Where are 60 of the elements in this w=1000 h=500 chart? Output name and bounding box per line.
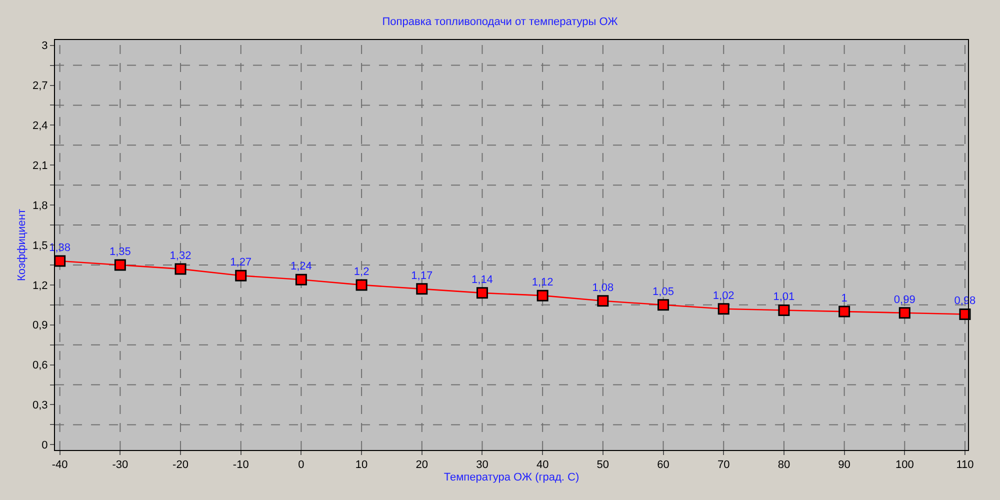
data-label: 1,35: [109, 246, 131, 258]
data-label: 0,99: [894, 294, 916, 306]
data-label: 1: [841, 292, 848, 305]
point: [114, 259, 126, 271]
y-tick-label: 0,3: [32, 400, 48, 412]
x-tick-label: 80: [778, 459, 790, 472]
data-label: 1,05: [652, 286, 674, 298]
y-tick-label: 3: [42, 40, 48, 52]
point: [778, 304, 790, 316]
data-label: 1,14: [472, 274, 493, 286]
point: [718, 303, 730, 315]
point: [658, 299, 670, 311]
x-tick-label: -30: [112, 459, 128, 472]
data-label: 1,12: [532, 276, 554, 289]
point: [235, 270, 247, 282]
x-tick-label: 110: [956, 459, 974, 472]
y-axis-title: Коэффициент: [16, 208, 28, 282]
data-label: 1,2: [354, 266, 370, 278]
x-tick-label: -20: [172, 459, 188, 472]
x-tick-label: 70: [717, 459, 730, 472]
data-label: 1,17: [411, 270, 433, 282]
x-tick-label: 0: [298, 459, 304, 472]
x-tick-label: 100: [895, 459, 914, 472]
y-tick-label: 2,4: [32, 120, 48, 132]
point: [295, 274, 307, 286]
y-tick-label: 1,5: [32, 240, 48, 252]
point: [536, 290, 548, 302]
y-tick-label: 0,6: [32, 360, 48, 372]
y-tick-label: 0,9: [32, 320, 48, 332]
data-label: 1,27: [230, 256, 252, 269]
point: [356, 279, 368, 291]
x-tick-label: -40: [52, 459, 68, 472]
y-tick-label: 0: [42, 440, 48, 452]
y-tick-label: 2,1: [32, 160, 48, 172]
x-axis-title: Температура ОЖ (град. С): [444, 471, 580, 484]
x-tick-label: 40: [536, 459, 549, 472]
x-tick-label: -10: [232, 459, 249, 472]
x-tick-label: 90: [838, 459, 850, 472]
y-tick-label: 1,8: [32, 200, 48, 212]
data-label: 1,24: [290, 260, 312, 273]
chart-title: Поправка топливоподачи от температуры ОЖ: [382, 16, 618, 28]
point: [416, 283, 428, 295]
point: [54, 255, 66, 267]
point: [838, 306, 850, 318]
point: [959, 308, 971, 320]
point: [597, 295, 609, 307]
x-tick-label: 20: [416, 459, 428, 472]
y-tick-label: 1,2: [32, 280, 48, 292]
x-tick-label: 10: [355, 459, 368, 472]
x-tick-label: 50: [596, 459, 610, 472]
data-label: 1,01: [773, 291, 795, 304]
data-label: 1,32: [170, 250, 192, 262]
point: [174, 263, 186, 275]
point: [476, 287, 488, 299]
x-tick-label: 30: [476, 459, 488, 472]
data-label: 1,08: [592, 282, 614, 294]
point: [898, 307, 910, 319]
x-tick-label: 60: [657, 459, 670, 472]
data-label: 1,02: [712, 290, 734, 302]
y-tick-label: 2,7: [32, 80, 48, 92]
